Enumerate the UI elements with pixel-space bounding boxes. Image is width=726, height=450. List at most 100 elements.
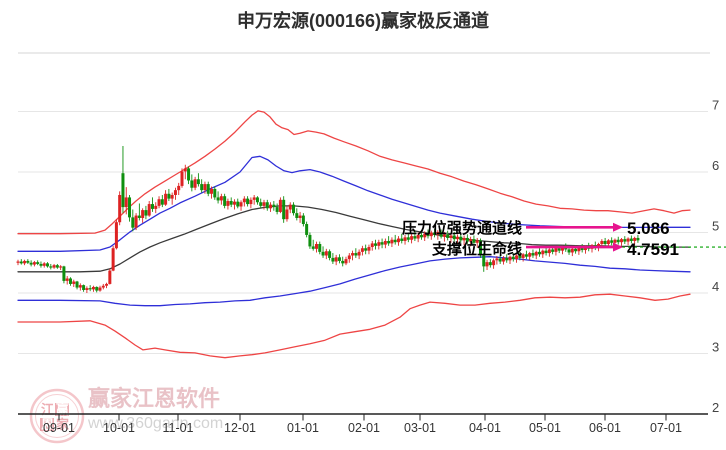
page-title: 申万宏源(000166)赢家极反通道 <box>237 10 489 31</box>
candle-body <box>626 238 630 242</box>
candle-body <box>419 234 423 238</box>
candle-body <box>150 204 154 209</box>
candle-body <box>124 197 128 208</box>
candle-body <box>423 233 427 238</box>
resistance-annotation-value: 5.086 <box>627 219 670 238</box>
candle-body <box>213 188 217 198</box>
candle-body <box>275 207 279 212</box>
candle-body <box>252 197 256 200</box>
candle-body <box>19 261 23 264</box>
candle-body <box>478 240 482 256</box>
candle-body <box>531 253 535 256</box>
support-arrow-head-icon <box>613 242 623 252</box>
candle-body <box>341 260 345 264</box>
candle-body <box>206 184 210 194</box>
candle-body <box>91 286 95 290</box>
candle-body <box>249 199 253 205</box>
grid-layer <box>18 111 708 354</box>
candle-body <box>295 213 299 218</box>
candle-body <box>508 256 512 261</box>
candle-body <box>515 255 519 260</box>
candle-body <box>511 256 515 260</box>
candle-body <box>374 243 378 246</box>
candle-body <box>311 246 315 249</box>
candle-body <box>72 281 76 284</box>
candle-body <box>492 260 496 266</box>
candle-body <box>429 232 433 237</box>
candle-body <box>118 194 122 223</box>
candle-body <box>475 240 479 243</box>
support-annotation-label: 支撑位生命线 <box>431 240 522 258</box>
candle-body <box>82 285 86 290</box>
candle-body <box>465 237 469 242</box>
candle-body <box>321 251 325 256</box>
candle-body <box>344 259 348 264</box>
candle-body <box>242 198 246 203</box>
candle-body <box>449 235 453 238</box>
candle-body <box>357 251 361 256</box>
candle-body <box>390 239 394 244</box>
watermark-logo-char-3-bg <box>40 418 54 431</box>
candle-body <box>282 199 286 220</box>
candle-body <box>387 240 391 244</box>
upper-blue-channel-line <box>17 155 691 252</box>
x-axis-label-06-01: 06-01 <box>589 421 621 435</box>
candle-body <box>380 242 384 245</box>
candle-body <box>226 201 230 206</box>
watermark-logo-inner-ring-icon <box>35 394 79 438</box>
candle-body <box>337 257 341 261</box>
candle-body <box>524 254 528 257</box>
candle-body <box>328 251 332 258</box>
candle-body <box>75 281 79 288</box>
candle-body <box>360 248 364 252</box>
candle-body <box>551 249 555 252</box>
candle-body <box>636 237 640 241</box>
y-axis-label-4: 4 <box>712 279 719 294</box>
candle-body <box>42 263 46 266</box>
candle-body <box>216 197 220 201</box>
candle-body <box>180 171 184 186</box>
candle-body <box>183 168 187 172</box>
candle-body <box>68 278 72 284</box>
candle-body <box>610 240 614 243</box>
x-axis-label-02-01: 02-01 <box>348 421 380 435</box>
y-axis-label-6: 6 <box>712 158 719 173</box>
candle-body <box>462 237 466 241</box>
candle-body <box>167 193 171 199</box>
candle-body <box>36 262 40 264</box>
candle-body <box>219 196 223 201</box>
candle-body <box>436 231 440 235</box>
candle-body <box>560 247 564 251</box>
watermark-brand-text: 赢家江恩软件 <box>88 386 220 411</box>
candle-body <box>46 263 50 267</box>
candle-body <box>442 234 446 237</box>
candle-body <box>406 237 410 240</box>
candle-body <box>521 254 525 258</box>
candle-body <box>574 248 578 252</box>
candle-body <box>528 253 532 257</box>
candle-body <box>482 255 486 267</box>
candle-body <box>23 260 27 264</box>
candle-body <box>246 198 250 205</box>
candle-body <box>26 260 30 263</box>
candle-body <box>433 232 437 235</box>
candle-body <box>236 201 240 207</box>
candle-body <box>547 249 551 254</box>
candle-body <box>413 236 417 239</box>
candle-body <box>105 283 109 286</box>
y-axis-label-2: 2 <box>712 400 719 415</box>
axes-layer: 7 6 5 4 3 2 09-01 10-01 11-01 12-01 01-01 02-01 03-0… <box>18 98 719 435</box>
candle-body <box>255 197 259 203</box>
candle-body <box>354 253 358 256</box>
x-axis-label-09-01: 09-01 <box>43 421 75 435</box>
annotation-arrows-layer <box>526 222 623 252</box>
candle-body <box>108 270 112 284</box>
candle-body <box>324 251 328 256</box>
candle-body <box>269 204 273 209</box>
candle-body <box>98 287 102 291</box>
candle-body <box>393 239 397 243</box>
candle-body <box>570 248 574 253</box>
candle-body <box>541 250 545 255</box>
candle-body <box>223 196 227 206</box>
